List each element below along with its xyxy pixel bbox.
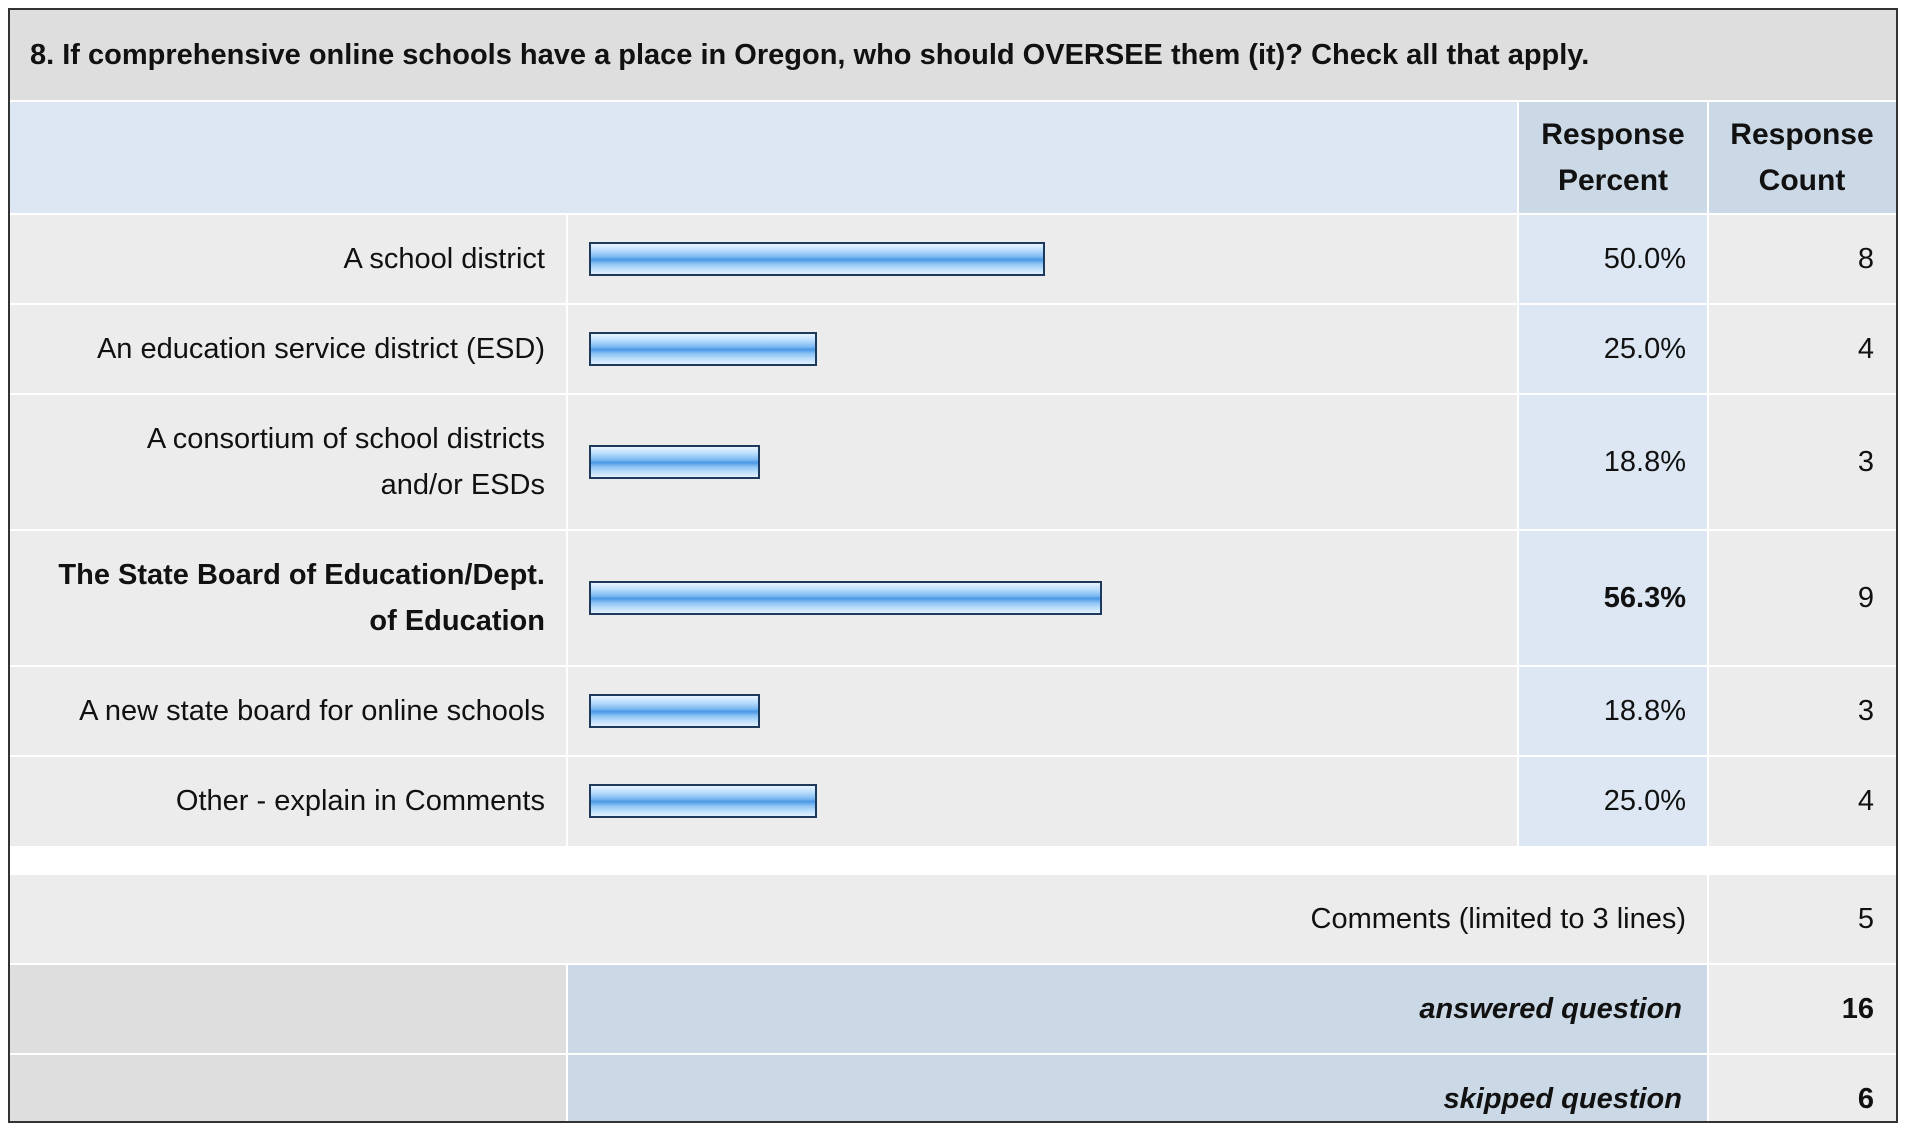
response-percent: 25.0% (1518, 756, 1708, 846)
category-label: A consortium of school districts and/or E… (10, 394, 567, 530)
category-label: A new state board for online schools (10, 666, 567, 756)
bar-cell (567, 530, 1518, 666)
header-spacer (10, 102, 1518, 214)
question-title: 8. If comprehensive online schools have … (10, 10, 1896, 102)
footer-spacer-answered (10, 964, 567, 1054)
response-bar (589, 242, 1045, 276)
response-count: 8 (1708, 214, 1896, 304)
category-label-line: The State Board of Education/Dept. (58, 559, 545, 591)
column-separator (566, 964, 568, 1121)
bar-cell (567, 756, 1518, 846)
column-separator (1707, 102, 1709, 1121)
row-separator (10, 213, 1896, 215)
survey-results-table: 8. If comprehensive online schools have … (8, 8, 1898, 1123)
response-percent: 18.8% (1518, 666, 1708, 756)
response-percent: 56.3% (1518, 530, 1708, 666)
row-separator (10, 963, 1896, 965)
header-percent-line1: Response (1541, 118, 1685, 151)
bar-cell (567, 304, 1518, 394)
row-separator (10, 529, 1896, 531)
row-separator (10, 665, 1896, 667)
row-separator (10, 755, 1896, 757)
comments-label: Comments (limited to 3 lines) (10, 874, 1708, 964)
header-count-line2: Count (1758, 164, 1846, 197)
response-count: 4 (1708, 756, 1896, 846)
comments-count: 5 (1708, 874, 1896, 964)
skipped-question-value: 6 (1708, 1054, 1896, 1121)
header-response-count: Response Count (1708, 102, 1896, 214)
row-separator (10, 393, 1896, 395)
category-label-line: An education service district (ESD) (96, 333, 545, 365)
row-separator (10, 303, 1896, 305)
category-label: An education service district (ESD) (10, 304, 567, 394)
bar-cell (567, 394, 1518, 530)
category-label: Other - explain in Comments (10, 756, 567, 846)
category-label-line: A school district (343, 243, 545, 275)
category-label: The State Board of Education/Dept. of Edu… (10, 530, 567, 666)
category-label-line: and/or ESDs (380, 469, 545, 501)
response-count: 3 (1708, 394, 1896, 530)
header-response-percent: Response Percent (1518, 102, 1708, 214)
response-percent: 25.0% (1518, 304, 1708, 394)
response-bar (589, 784, 817, 818)
column-separator (1517, 102, 1519, 874)
category-label: A school district (10, 214, 567, 304)
response-count: 4 (1708, 304, 1896, 394)
bar-cell (567, 666, 1518, 756)
response-percent: 50.0% (1518, 214, 1708, 304)
category-label-line: A consortium of school districts (146, 423, 545, 455)
response-percent: 18.8% (1518, 394, 1708, 530)
response-bar (589, 332, 817, 366)
answered-question-label: answered question (567, 964, 1708, 1054)
header-count-line1: Response (1730, 118, 1874, 151)
category-label-line: A new state board for online schools (79, 695, 545, 727)
response-count: 9 (1708, 530, 1896, 666)
bar-cell (567, 214, 1518, 304)
response-bar (589, 694, 760, 728)
footer-spacer-skipped (10, 1054, 567, 1121)
category-label-line: Other - explain in Comments (175, 785, 545, 817)
row-separator (10, 873, 1896, 875)
row-separator (10, 1053, 1896, 1055)
response-count: 3 (1708, 666, 1896, 756)
category-label-line: of Education (369, 605, 545, 637)
header-percent-line2: Percent (1557, 164, 1669, 197)
response-bar (589, 445, 760, 479)
skipped-question-label: skipped question (567, 1054, 1708, 1121)
answered-question-value: 16 (1708, 964, 1896, 1054)
response-bar (589, 581, 1102, 615)
column-separator (566, 214, 568, 874)
